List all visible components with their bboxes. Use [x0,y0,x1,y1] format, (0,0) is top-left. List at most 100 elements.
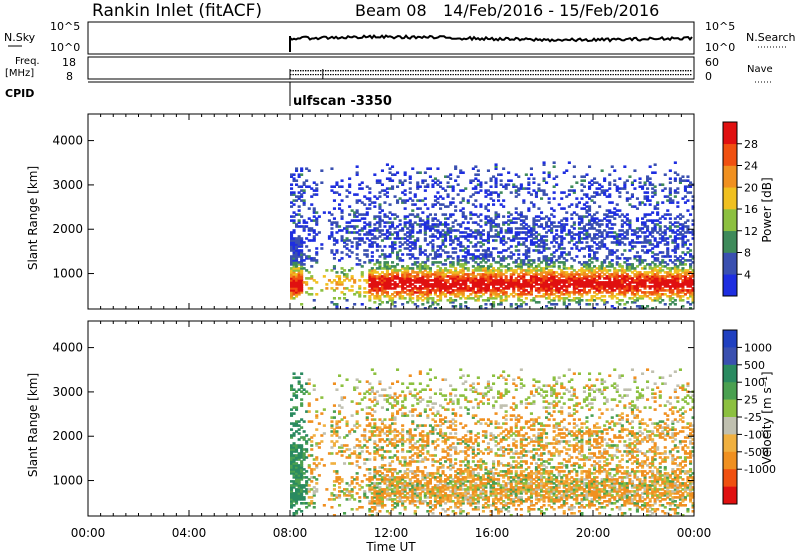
heatmap-cell [297,456,301,459]
heatmap-cell [461,211,465,214]
heatmap-cell [635,217,639,220]
heatmap-cell [545,255,549,258]
heatmap-cell [464,215,468,218]
heatmap-cell [529,275,533,278]
heatmap-cell [489,179,493,182]
heatmap-cell [502,257,506,260]
heatmap-cell [449,275,453,278]
heatmap-cell [315,293,319,296]
heatmap-cell [486,299,490,302]
heatmap-cell [408,235,412,238]
heatmap-cell [355,241,359,244]
heatmap-cell [615,239,619,242]
heatmap-cell [474,277,478,280]
heatmap-cell [585,241,589,244]
heatmap-cell [320,412,324,415]
heatmap-cell [486,283,490,286]
heatmap-cell [641,297,645,300]
heatmap-cell [514,281,518,284]
heatmap-cell [653,227,657,230]
heatmap-cell [385,271,389,274]
heatmap-cell [290,456,294,459]
heatmap-cell [297,245,301,248]
heatmap-cell [360,273,364,276]
heatmap-cell [428,271,432,274]
heatmap-cell [630,183,634,186]
heatmap-cell [661,237,665,240]
heatmap-cell [641,273,645,276]
heatmap-cell [529,283,533,286]
heatmap-cell [618,235,622,238]
heatmap-cell [522,301,526,304]
heatmap-cell [338,446,342,449]
heatmap-cell [643,223,647,226]
heatmap-cell [436,261,440,264]
heatmap-cell [451,293,455,296]
heatmap-cell [519,287,523,290]
heatmap-cell [666,295,670,298]
heatmap-cell [312,189,316,192]
heatmap-cell [300,271,304,274]
heatmap-cell [466,245,470,248]
heatmap-cell [620,271,624,274]
heatmap-cell [469,213,473,216]
heatmap-cell [355,253,359,256]
heatmap-cell [671,273,675,276]
heatmap-cell [300,398,304,401]
heatmap-cell [476,215,480,218]
heatmap-cell [436,271,440,274]
heatmap-cell [385,195,389,198]
heatmap-cell [547,247,551,250]
heatmap-cell [471,271,475,274]
heatmap-cell [418,269,422,272]
heatmap-cell [398,237,402,240]
heatmap-cell [681,237,685,240]
heatmap-cell [461,281,465,284]
heatmap-cell [360,229,364,232]
heatmap-cell [439,233,443,236]
heatmap-cell [502,215,506,218]
heatmap-cell [575,181,579,184]
heatmap-cell [360,213,364,216]
heatmap-cell [689,249,693,252]
heatmap-cell [630,241,634,244]
heatmap-cell [582,289,586,292]
heatmap-cell [545,305,549,308]
heatmap-cell [588,223,592,226]
heatmap-cell [295,287,299,290]
heatmap-cell [514,307,518,310]
heatmap-cell [689,259,693,262]
freq-dot [470,70,472,72]
heatmap-cell [418,171,422,174]
heatmap-cell [297,388,301,391]
heatmap-cell [474,261,478,264]
heatmap-cell [401,289,405,292]
heatmap-cell [646,195,650,198]
heatmap-cell [433,279,437,282]
heatmap-cell [332,382,336,385]
heatmap-cell [625,283,629,286]
heatmap-cell [522,221,526,224]
heatmap-cell [476,229,480,232]
heatmap-cell [290,293,294,296]
heatmap-cell [661,259,665,262]
heatmap-cell [444,225,448,228]
heatmap-cell [433,261,437,264]
heatmap-cell [330,494,334,497]
heatmap-cell [449,287,453,290]
heatmap-cell [380,281,384,284]
heatmap-cell [375,259,379,262]
heatmap-cell [565,267,569,270]
heatmap-cell [537,263,541,266]
heatmap-cell [499,239,503,242]
heatmap-cell [474,281,478,284]
heatmap-cell [454,277,458,280]
heatmap-cell [499,271,503,274]
heatmap-cell [643,191,647,194]
freq-dot [352,70,354,72]
heatmap-cell [295,446,299,449]
heatmap-cell [615,263,619,266]
heatmap-cell [512,269,516,272]
heatmap-cell [557,221,561,224]
heatmap-cell [603,301,607,304]
